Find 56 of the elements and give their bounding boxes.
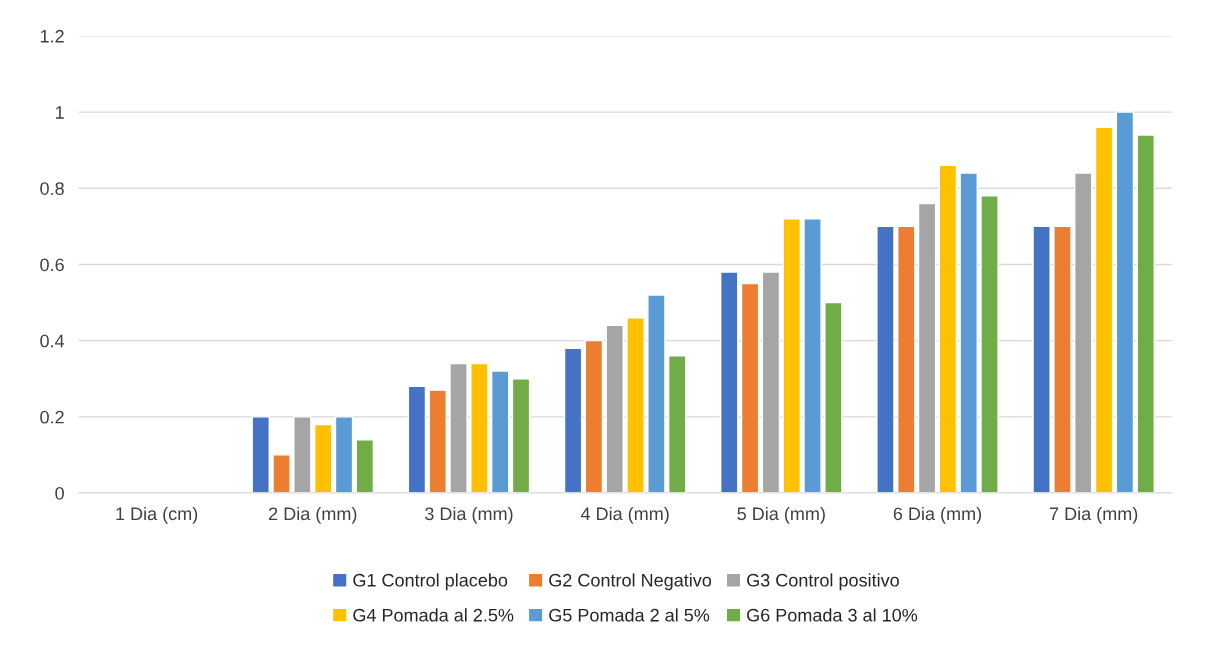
bar (584, 339, 604, 494)
bar (938, 164, 958, 494)
legend-label: G4 Pomada al 2.5% (353, 608, 514, 622)
bar (1074, 172, 1093, 494)
x-tick-label: 6 Dia (mm) (893, 506, 982, 524)
y-tick-label: 1.2 (40, 29, 64, 43)
bar (667, 355, 687, 494)
bar (272, 454, 291, 494)
bar (313, 423, 333, 494)
x-tick-label: 2 Dia (mm) (269, 506, 357, 524)
bar (917, 202, 937, 494)
bar (470, 362, 489, 494)
bar (980, 195, 999, 494)
bar (647, 294, 666, 494)
bar (293, 416, 312, 494)
bar (1053, 225, 1072, 494)
bar (449, 362, 468, 494)
bar (782, 218, 801, 494)
y-tick-label: 0 (55, 486, 64, 500)
y-tick-label: 0.8 (40, 182, 64, 195)
bar (490, 370, 510, 494)
bar (1136, 134, 1155, 494)
legend-label: G3 Control positivo (747, 573, 899, 591)
x-tick-label: 4 Dia (mm) (580, 506, 669, 524)
legend-label: G1 Control placebo (353, 573, 508, 591)
bar (605, 324, 624, 494)
bar (720, 271, 739, 494)
bar (1032, 225, 1051, 494)
x-tick-label: 7 Dia (mm) (1049, 506, 1138, 524)
legend-label: G5 Pomada 2 al 5% (549, 608, 710, 622)
bar (897, 225, 916, 494)
bar (803, 218, 822, 494)
bar (626, 317, 645, 494)
bar (876, 225, 895, 494)
x-tick-label: 1 Dia (cm) (116, 506, 198, 524)
y-tick-label: 0.6 (40, 258, 64, 272)
bar (959, 172, 978, 494)
y-tick-label: 0.2 (40, 410, 64, 424)
legend-label: G2 Control Negativo (549, 573, 712, 591)
bar (761, 271, 781, 494)
legend-label: G6 Pomada 3 al 10% (747, 608, 918, 622)
bar (355, 438, 375, 494)
bar (1094, 126, 1114, 494)
bar (251, 416, 270, 494)
bar (407, 385, 427, 494)
bar (334, 416, 354, 494)
bar (563, 347, 583, 494)
bar (824, 301, 843, 494)
bar (428, 389, 447, 494)
bar (511, 378, 531, 494)
y-tick-label: 0.4 (40, 334, 65, 348)
y-tick-label: 1 (55, 106, 64, 119)
x-tick-label: 3 Dia (mm) (425, 506, 513, 524)
x-tick-label: 5 Dia (mm) (737, 506, 825, 524)
bar (740, 282, 760, 494)
bar (1115, 111, 1135, 494)
